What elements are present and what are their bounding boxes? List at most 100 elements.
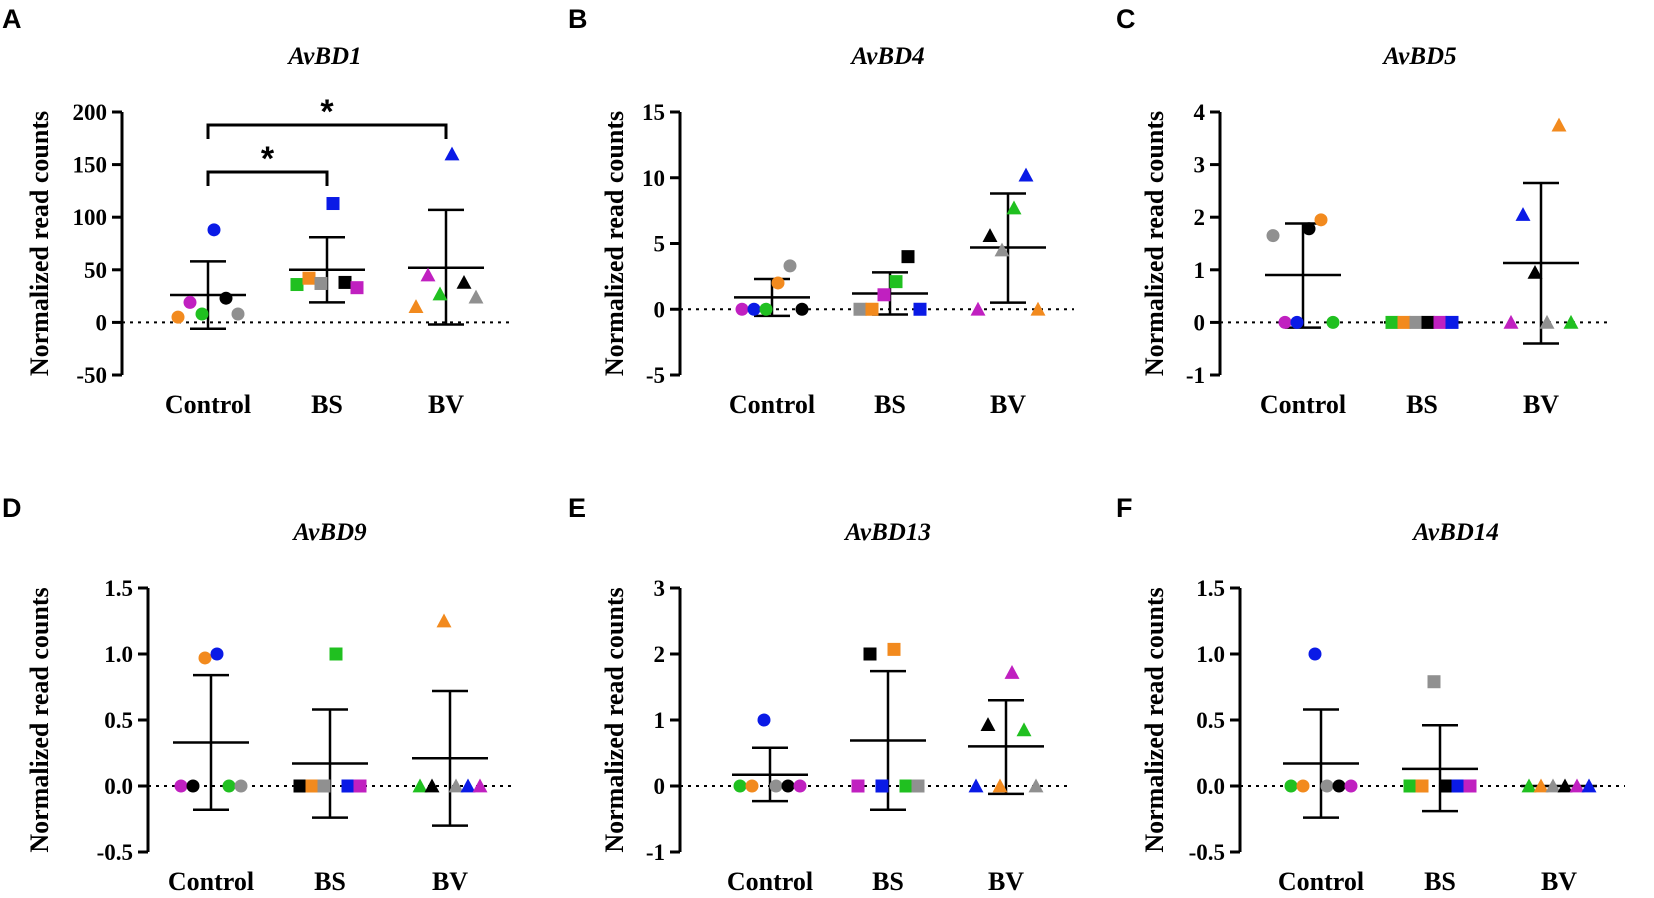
- data-point-triangle: [456, 274, 472, 289]
- data-point-square: [305, 779, 319, 793]
- data-point-square: [326, 197, 340, 211]
- data-point-triangle: [432, 286, 448, 301]
- x-category-label: BV: [432, 867, 468, 896]
- data-point-triangle: [980, 717, 996, 731]
- data-point-square: [302, 271, 316, 285]
- y-tick-label: -1: [646, 840, 665, 865]
- data-point-square: [1433, 315, 1447, 329]
- y-tick-label: 0.0: [104, 774, 133, 799]
- data-point-triangle: [1533, 778, 1549, 793]
- data-point-triangle: [1581, 778, 1597, 793]
- data-point-triangle: [408, 299, 424, 313]
- panel-letter: A: [2, 4, 22, 34]
- panel-d: D AvBD9 Normalized read counts -0.5 0.0 0.5 1.…: [2, 493, 516, 896]
- data-point-circle: [198, 651, 212, 665]
- data-point-circle: [1284, 779, 1298, 793]
- panel-e: E AvBD13 Normalized read counts -1 0 1 2 3 Contr…: [568, 493, 1072, 896]
- y-tick-label: 3: [1194, 153, 1206, 178]
- data-point-triangle: [472, 778, 488, 793]
- data-point-square: [875, 779, 889, 793]
- data-point-circle: [735, 302, 749, 316]
- y-tick-label: 1.5: [104, 576, 133, 601]
- data-point-circle: [771, 276, 785, 290]
- data-point-circle: [1296, 779, 1310, 793]
- chart-title: AvBD4: [849, 43, 924, 70]
- y-axis-label: Normalized read counts: [1140, 111, 1169, 376]
- data-point-circle: [1332, 779, 1346, 793]
- y-axis-label: Normalized read counts: [600, 111, 629, 376]
- chart-title: AvBD1: [286, 43, 361, 70]
- data-point-triangle: [1018, 167, 1034, 182]
- data-point-circle: [195, 307, 209, 321]
- x-category-label: BV: [428, 390, 464, 419]
- y-tick-label: 0.0: [1196, 774, 1225, 799]
- data-point-square: [851, 779, 865, 793]
- x-category-label: BS: [874, 390, 906, 419]
- x-category-label: Control: [1278, 867, 1364, 896]
- data-point-circle: [171, 310, 185, 324]
- y-axis-label: Normalized read counts: [600, 587, 629, 852]
- data-point-triangle: [1569, 778, 1585, 793]
- data-point-square: [1385, 315, 1399, 329]
- panel-a: A AvBD1 Normalized read counts -50 0 50 100 150…: [2, 4, 512, 419]
- panel-f: F AvBD14 Normalized read counts -0.5 0.0 0.5 1…: [1116, 493, 1625, 896]
- chart-title: AvBD9: [291, 519, 367, 546]
- panel-letter: E: [568, 493, 586, 523]
- data-point-circle: [1308, 647, 1322, 661]
- y-tick-label: 150: [73, 153, 108, 178]
- y-tick-label: -50: [76, 363, 107, 388]
- data-point-circle: [1266, 229, 1280, 243]
- x-category-label: BS: [1406, 390, 1438, 419]
- y-tick-label: 0: [1194, 310, 1206, 335]
- data-point-square: [353, 779, 367, 793]
- data-point-square: [1463, 779, 1477, 793]
- y-tick-label: 3: [654, 576, 666, 601]
- data-point-triangle: [1030, 301, 1046, 316]
- data-point-triangle: [1006, 200, 1022, 215]
- data-point-triangle: [992, 778, 1008, 793]
- data-point-square: [1415, 779, 1429, 793]
- data-point-triangle: [1527, 264, 1543, 279]
- x-category-label: Control: [727, 867, 813, 896]
- data-point-triangle: [1557, 778, 1573, 793]
- data-point-triangle: [982, 228, 998, 242]
- data-point-circle: [1290, 315, 1304, 329]
- y-tick-label: 1: [1194, 258, 1206, 283]
- data-point-square: [1445, 315, 1459, 329]
- data-point-triangle: [994, 242, 1010, 257]
- x-category-label: Control: [165, 390, 251, 419]
- y-tick-label: 0: [96, 310, 108, 335]
- data-point-square: [1403, 779, 1417, 793]
- chart-title: AvBD13: [843, 519, 931, 546]
- data-point-square: [1397, 315, 1411, 329]
- panel-letter: F: [1116, 493, 1133, 523]
- data-point-circle: [219, 291, 233, 305]
- y-tick-label: 0.5: [1196, 708, 1225, 733]
- x-category-label: BV: [1523, 390, 1559, 419]
- data-point-circle: [783, 259, 797, 273]
- y-tick-label: 0: [654, 297, 666, 322]
- data-point-circle: [207, 223, 221, 237]
- data-point-square: [899, 779, 913, 793]
- y-tick-label: 15: [642, 100, 665, 125]
- data-point-triangle: [1016, 722, 1032, 737]
- data-point-triangle: [1004, 665, 1020, 679]
- x-category-label: BV: [1541, 867, 1577, 896]
- data-point-circle: [231, 307, 245, 321]
- y-tick-label: 1.5: [1196, 576, 1225, 601]
- x-category-label: Control: [168, 867, 254, 896]
- data-point-circle: [747, 302, 761, 316]
- data-point-circle: [757, 713, 771, 727]
- data-point-circle: [1344, 779, 1358, 793]
- data-point-circle: [234, 779, 248, 793]
- y-axis-label: Normalized read counts: [1140, 587, 1169, 852]
- y-tick-label: 0: [654, 774, 666, 799]
- data-point-circle: [759, 302, 773, 316]
- data-point-triangle: [1539, 314, 1555, 329]
- data-point-square: [901, 250, 915, 264]
- data-point-circle: [183, 295, 197, 309]
- data-point-square: [1427, 675, 1441, 689]
- y-axis-label: Normalized read counts: [25, 111, 54, 376]
- significance-bracket: [206, 123, 448, 139]
- panel-letter: C: [1116, 4, 1136, 34]
